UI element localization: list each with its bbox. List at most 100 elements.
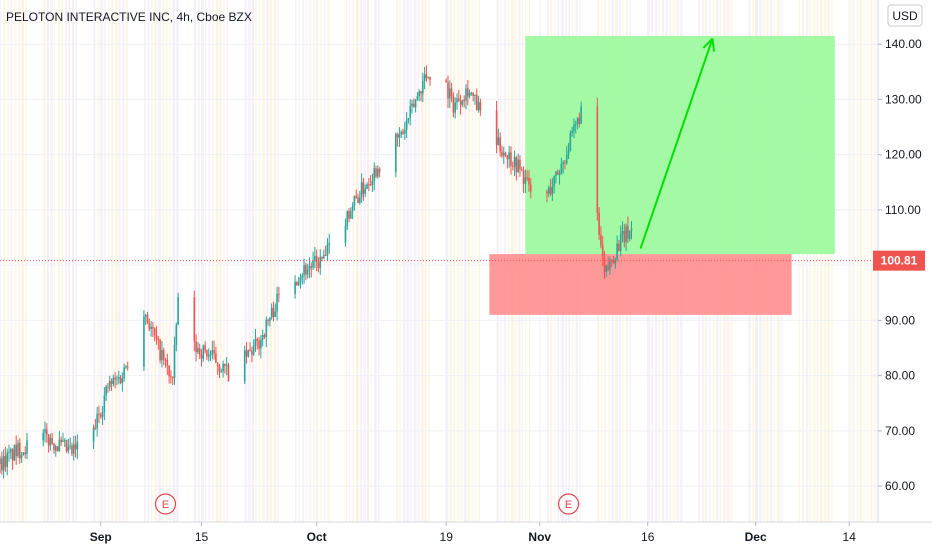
- candle-body: [400, 131, 403, 135]
- y-tick-label: 140.00: [885, 37, 922, 51]
- candle-body: [270, 307, 273, 318]
- session-band: [219, 0, 222, 522]
- candle-body: [580, 106, 582, 124]
- candle-body: [18, 442, 21, 459]
- session-band: [7, 0, 10, 522]
- candle-body: [161, 349, 163, 361]
- candle-body: [371, 180, 374, 186]
- session-band: [201, 0, 204, 522]
- candle-body: [299, 277, 302, 283]
- candle-body: [0, 458, 3, 471]
- currency-label: USD: [892, 9, 918, 23]
- candle-body: [272, 307, 275, 317]
- session-band: [97, 0, 100, 522]
- candle-body: [366, 184, 368, 189]
- candle-body: [94, 427, 97, 429]
- candle-body: [501, 151, 503, 156]
- candle-body: [92, 427, 95, 442]
- y-tick-label: 130.00: [885, 92, 922, 106]
- session-band: [410, 0, 412, 522]
- earnings-marker[interactable]: E: [154, 493, 177, 515]
- earnings-circle: [154, 493, 177, 515]
- candle-body: [49, 437, 52, 446]
- candle-body: [254, 339, 257, 346]
- candle-body: [565, 155, 568, 164]
- session-band: [277, 0, 279, 522]
- last-price-badge: 100.81: [873, 250, 925, 271]
- candle-body: [276, 293, 278, 312]
- candle-body: [177, 297, 179, 325]
- candle-body: [627, 226, 629, 239]
- candle-body: [224, 363, 226, 366]
- candle-body: [99, 414, 102, 417]
- candle-body: [17, 442, 19, 457]
- target-arrow[interactable]: [639, 37, 716, 249]
- candle-body: [466, 88, 469, 97]
- profit-target-zone[interactable]: [525, 35, 835, 255]
- candle-body: [195, 341, 197, 353]
- candle-body: [461, 99, 464, 105]
- candle-body: [452, 95, 455, 113]
- candle-body: [556, 171, 559, 175]
- currency-button-frame[interactable]: [887, 4, 923, 27]
- candle-body: [260, 339, 262, 349]
- candle-body: [74, 444, 77, 450]
- price-axis[interactable]: 140.00130.00120.00110.00100.0090.0080.00…: [878, 37, 922, 493]
- arrow-head: [702, 37, 714, 49]
- candle-body: [278, 293, 280, 295]
- candle-body: [76, 441, 79, 450]
- candle-body: [263, 335, 266, 338]
- candle-body: [457, 98, 460, 102]
- time-axis[interactable]: Sep 15 Oct 19 Nov 16 Dec 14: [90, 522, 856, 544]
- candle-body: [369, 184, 372, 186]
- candle-body: [200, 354, 203, 359]
- candle-body: [398, 134, 401, 138]
- candle-body: [429, 76, 431, 81]
- candle-body: [515, 157, 518, 173]
- candle-body: [251, 350, 253, 355]
- session-band: [262, 0, 265, 522]
- candle-body: [418, 91, 421, 96]
- session-band: [115, 0, 118, 522]
- candle-body: [576, 117, 579, 124]
- candle-body: [42, 432, 44, 441]
- candle-body: [463, 99, 465, 101]
- candle-body: [420, 91, 422, 94]
- candle-body: [625, 226, 627, 243]
- session-band: [118, 0, 121, 522]
- currency-button[interactable]: USD: [887, 4, 923, 27]
- candle-body: [225, 364, 228, 366]
- candle-body: [171, 376, 174, 378]
- candle-body: [373, 168, 376, 181]
- session-band: [399, 0, 401, 522]
- stop-loss-zone[interactable]: [489, 254, 792, 315]
- candle-body: [396, 133, 399, 138]
- candle-body: [108, 380, 111, 388]
- x-tick-label: 16: [641, 530, 655, 544]
- candle-body: [60, 439, 62, 442]
- candle-body: [319, 256, 322, 268]
- candle-body: [547, 187, 550, 194]
- candle-body: [573, 124, 575, 132]
- candle-body: [616, 243, 618, 260]
- candle-body: [578, 117, 581, 124]
- candle-body: [546, 191, 548, 194]
- session-band: [363, 0, 366, 522]
- earnings-marker[interactable]: E: [557, 493, 580, 515]
- candle-body: [261, 335, 264, 340]
- candle-body: [328, 242, 331, 245]
- candle-body: [519, 159, 521, 170]
- candle-body: [258, 340, 260, 349]
- candle-body: [522, 170, 525, 184]
- session-band: [349, 0, 351, 522]
- candle-body: [517, 159, 519, 173]
- session-band: [478, 0, 481, 522]
- session-band: [43, 0, 46, 522]
- session-band: [208, 0, 210, 522]
- candle-body: [24, 452, 26, 454]
- candle-body: [305, 265, 307, 275]
- session-band: [93, 0, 96, 522]
- session-band: [471, 0, 473, 522]
